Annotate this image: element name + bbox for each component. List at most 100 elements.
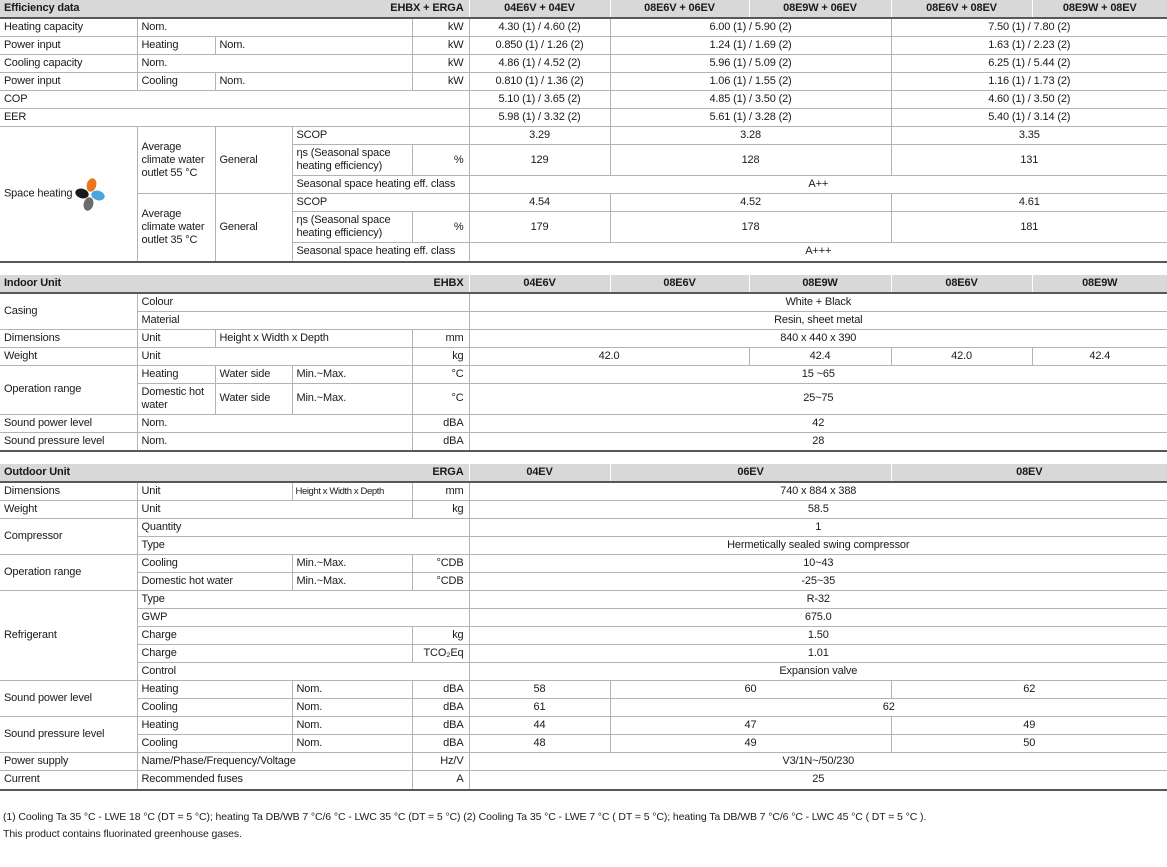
- model-column-header: 08E9W: [1031, 274, 1167, 294]
- row-label: Height x Width x Depth: [291, 481, 413, 501]
- value-cell: 28: [468, 431, 1167, 451]
- value-cell: 48: [468, 734, 611, 753]
- value-cell: 25: [468, 770, 1167, 789]
- efficiency-data-table: Efficiency data EHBX + ERGA 04E6V + 04EV 08…: [0, 0, 1167, 261]
- unit-label: Hz/V: [411, 752, 470, 771]
- value-cell: 131: [890, 144, 1167, 176]
- model-column-header: 08E6V + 06EV: [609, 0, 750, 19]
- row-label: Nom.: [214, 36, 413, 55]
- row-label: Nom.: [136, 17, 413, 37]
- value-cell: 1.50: [468, 626, 1167, 645]
- value-cell: 42.0: [890, 346, 1033, 366]
- row-label: Seasonal space heating eff. class: [291, 242, 470, 261]
- value-cell: 840 x 440 x 390: [468, 328, 1167, 348]
- row-label: Charge: [136, 626, 413, 645]
- value-cell: 6.25 (1) / 5.44 (2): [890, 54, 1167, 73]
- footnote-line-2: This product contains fluorinated greenh…: [3, 827, 242, 840]
- section-title: Indoor Unit: [0, 274, 413, 294]
- model-column-header: 06EV: [609, 464, 892, 483]
- value-cell: 10~43: [468, 554, 1167, 573]
- row-label: Height x Width x Depth: [214, 328, 413, 348]
- row-label: GWP: [136, 608, 470, 627]
- value-cell: 62: [609, 698, 1167, 717]
- value-cell: White + Black: [468, 292, 1167, 312]
- unit-label: kg: [411, 346, 470, 366]
- value-cell: 62: [890, 680, 1167, 699]
- icon-petal: [75, 188, 90, 199]
- row-label: Sound pressure level: [0, 431, 138, 451]
- unit-label: mm: [411, 481, 470, 501]
- value-cell: 5.61 (1) / 3.28 (2): [609, 108, 892, 127]
- value-cell: 740 x 884 x 388: [468, 481, 1167, 501]
- value-cell: 1.06 (1) / 1.55 (2): [609, 72, 892, 91]
- row-label: Name/Phase/Frequency/Voltage: [136, 752, 413, 771]
- outdoor-unit-table: Outdoor Unit ERGA 04EV 06EV 08EV Dimensions Un…: [0, 464, 1167, 789]
- row-label: SCOP: [291, 193, 470, 212]
- row-label: Heating: [136, 716, 293, 735]
- value-cell: 675.0: [468, 608, 1167, 627]
- row-label: ηs (Seasonal space heating efficiency): [291, 144, 413, 176]
- row-label: Nom.: [291, 734, 413, 753]
- value-cell: 15 ~65: [468, 364, 1167, 384]
- unit-label: kW: [411, 36, 470, 55]
- space-heating-icon: [75, 178, 106, 211]
- row-label: Average climate water outlet 35 °C: [136, 193, 216, 261]
- row-label: General: [214, 126, 293, 194]
- row-label: Nom.: [136, 54, 413, 73]
- row-label: Average climate water outlet 55 °C: [136, 126, 216, 194]
- value-cell: 49: [609, 734, 892, 753]
- row-label: ηs (Seasonal space heating efficiency): [291, 211, 413, 243]
- row-label: Charge: [136, 644, 413, 663]
- row-label: Min.~Max.: [291, 572, 413, 591]
- unit-label: kW: [411, 54, 470, 73]
- row-label: Weight: [0, 346, 138, 366]
- row-label: Power supply: [0, 752, 138, 771]
- row-label: Type: [136, 536, 470, 555]
- row-label: General: [214, 193, 293, 261]
- model-column-header: 08E9W + 08EV: [1031, 0, 1167, 19]
- unit-label: %: [411, 144, 470, 176]
- value-cell: 3.29: [468, 126, 611, 145]
- model-column-header: 04E6V + 04EV: [468, 0, 611, 19]
- row-label: Sound power level: [0, 680, 138, 717]
- row-label: Colour: [136, 292, 470, 312]
- indoor-unit-section: Indoor Unit EHBX 04E6V 08E6V 08E9W 08E6V 08E9W…: [0, 274, 1167, 452]
- value-cell: 42.4: [748, 346, 892, 366]
- unit-label: °CDB: [411, 554, 470, 573]
- value-cell: Resin, sheet metal: [468, 310, 1167, 330]
- value-cell: 58.5: [468, 500, 1167, 519]
- unit-label: dBA: [411, 431, 470, 451]
- indoor-unit-table: Indoor Unit EHBX 04E6V 08E6V 08E9W 08E6V 08E9W…: [0, 274, 1167, 451]
- unit-label: °C: [411, 382, 470, 415]
- footnotes: (1) Cooling Ta 35 °C - LWE 18 °C (DT = 5…: [0, 803, 1167, 843]
- value-cell: A++: [468, 175, 1167, 194]
- row-label: Power input: [0, 72, 138, 91]
- unit-label: kg: [411, 500, 470, 519]
- series-label: ERGA: [412, 464, 470, 483]
- row-label: Heating: [136, 36, 216, 55]
- series-label: EHBX + ERGA: [292, 0, 470, 19]
- value-cell: 47: [609, 716, 892, 735]
- value-cell: 178: [609, 211, 892, 243]
- row-label: Unit: [136, 481, 293, 501]
- row-label: COP: [0, 90, 470, 109]
- unit-label: dBA: [411, 734, 470, 753]
- row-label: Nom.: [136, 431, 413, 451]
- row-label: Nom.: [291, 716, 413, 735]
- value-cell: 44: [468, 716, 611, 735]
- icon-petal: [86, 178, 97, 192]
- model-column-header: 08E9W + 06EV: [748, 0, 892, 19]
- series-label: EHBX: [412, 274, 470, 294]
- icon-petal: [91, 190, 106, 201]
- value-cell: 5.40 (1) / 3.14 (2): [890, 108, 1167, 127]
- row-label: Unit: [136, 346, 413, 366]
- model-column-header: 08E6V: [890, 274, 1033, 294]
- row-label: SCOP: [291, 126, 470, 145]
- row-label: Min.~Max.: [291, 554, 413, 573]
- icon-petal: [83, 197, 94, 211]
- model-column-header: 04E6V: [468, 274, 611, 294]
- row-label: Power input: [0, 36, 138, 55]
- value-cell: 1.01: [468, 644, 1167, 663]
- row-label: Seasonal space heating eff. class: [291, 175, 470, 194]
- row-label: Type: [136, 590, 470, 609]
